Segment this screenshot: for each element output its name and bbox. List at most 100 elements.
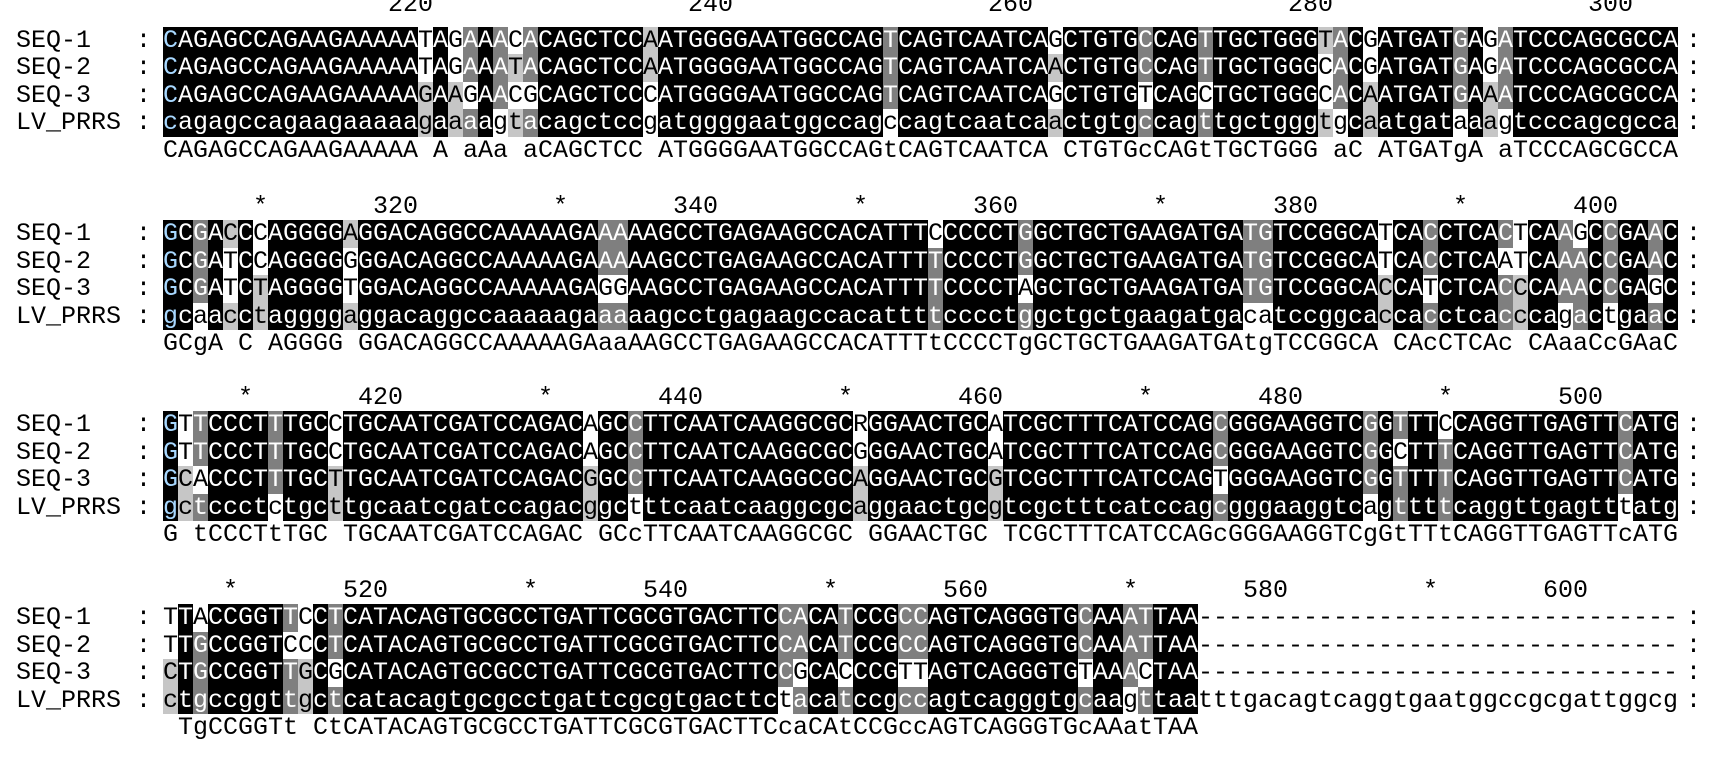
residue: G	[1483, 437, 1499, 467]
residue: t	[1273, 301, 1289, 331]
consensus-residue	[1483, 137, 1498, 165]
consensus-residue: C	[1663, 329, 1679, 358]
consensus-residue: t	[193, 520, 209, 549]
sequence-row-seq-1: SEQ-1: C A G A G C C A G A A G A A A A A T A G A A A C A C A G C T C C A A…	[0, 25, 1713, 55]
consensus-residue: A	[898, 520, 914, 549]
residue: T	[418, 53, 434, 82]
residue: A	[358, 80, 374, 110]
residue: T	[778, 25, 794, 55]
residue: C	[1603, 53, 1619, 82]
residue: G	[1333, 246, 1349, 276]
residue: g	[238, 685, 254, 715]
residue: C	[583, 80, 599, 110]
residue: A	[493, 274, 509, 303]
residue: a	[868, 301, 884, 331]
residue: C	[223, 658, 239, 687]
residue: t	[1063, 492, 1079, 522]
residue: T	[943, 25, 959, 55]
residue: C	[283, 630, 299, 660]
consensus-residue: A	[1183, 713, 1199, 742]
residue: G	[1318, 219, 1334, 248]
separator: :	[1686, 437, 1702, 467]
residue: T	[1393, 25, 1409, 55]
residue: G	[1123, 274, 1139, 303]
residue: T	[1003, 465, 1019, 494]
consensus-residue: A	[1183, 329, 1199, 358]
gap: -	[1228, 630, 1244, 660]
residue: t	[478, 492, 494, 522]
residue: g	[1333, 301, 1349, 331]
residue: g	[1378, 492, 1394, 522]
residue: a	[763, 492, 779, 522]
residue: T	[1243, 219, 1259, 248]
residue: C	[1348, 274, 1364, 303]
residue: A	[508, 246, 524, 276]
gap: -	[1453, 603, 1469, 632]
residue: A	[403, 410, 419, 439]
gap: -	[1633, 630, 1649, 660]
residue: A	[208, 53, 224, 82]
residue: c	[1108, 492, 1124, 522]
residue: c	[988, 301, 1004, 331]
consensus-residue: G	[718, 329, 734, 358]
consensus-residue: T	[1408, 520, 1424, 549]
consensus-residue: T	[1333, 520, 1349, 549]
gap: -	[1423, 630, 1439, 660]
residue: G	[238, 658, 254, 687]
residue: c	[613, 108, 629, 137]
gap: -	[1618, 603, 1634, 632]
residue: G	[1318, 246, 1334, 276]
residue: G	[748, 246, 764, 276]
residue: T	[883, 53, 899, 82]
residue: A	[463, 25, 479, 55]
residue: t	[673, 685, 689, 715]
residue: T	[253, 437, 269, 467]
consensus-residue: G	[1573, 520, 1589, 549]
separator: :	[136, 246, 152, 276]
residue: G	[1483, 410, 1499, 439]
residue: a	[343, 108, 359, 137]
residue: A	[1468, 25, 1484, 55]
residue: c	[1648, 685, 1664, 715]
residue: g	[1063, 685, 1079, 715]
residue: G	[463, 603, 479, 632]
residue: T	[328, 465, 344, 494]
residue: G	[868, 80, 884, 110]
consensus-residue: G	[328, 135, 344, 165]
residue: C	[1348, 25, 1364, 55]
consensus-residue: G	[1303, 135, 1319, 165]
residue: a	[1288, 492, 1304, 522]
residue: G	[1333, 274, 1349, 303]
consensus-residue: A	[763, 329, 779, 358]
residue: t	[1318, 108, 1334, 137]
residue: G	[808, 53, 824, 82]
residue: G	[778, 410, 794, 439]
consensus-residue: T	[1003, 329, 1019, 358]
residue: T	[1093, 465, 1109, 494]
residue: C	[1648, 80, 1664, 110]
residue: g	[1618, 685, 1634, 715]
consensus-residue: C	[643, 713, 659, 742]
residue: A	[1633, 465, 1649, 494]
gap: -	[1348, 658, 1364, 687]
consensus-residue: A	[628, 329, 644, 358]
consensus-residue: T	[1513, 135, 1529, 165]
residue: G	[1303, 465, 1319, 494]
consensus-residue: T	[1648, 520, 1664, 549]
residue: G	[1303, 437, 1319, 467]
ruler-tick-mark: *	[1138, 382, 1154, 412]
residue: C	[1303, 219, 1319, 248]
position-ruler: 220 240 260 280 300	[0, 0, 1713, 19]
consensus-residue: G	[1498, 520, 1514, 549]
residue: G	[658, 630, 674, 660]
residue: C	[1603, 274, 1619, 303]
residue: T	[1528, 437, 1544, 467]
gap: -	[1498, 658, 1514, 687]
residue: C	[313, 410, 329, 439]
residue: T	[1603, 465, 1619, 494]
sequence-row-lv-prrs: LV_PRRS: c t g c c g g t t g c t c a t a c a g t g c g c c t g a t t c g…	[0, 685, 1713, 715]
residue: T	[1423, 410, 1439, 439]
residue: a	[1633, 492, 1649, 522]
ruler-tick-mark: *	[523, 575, 539, 605]
